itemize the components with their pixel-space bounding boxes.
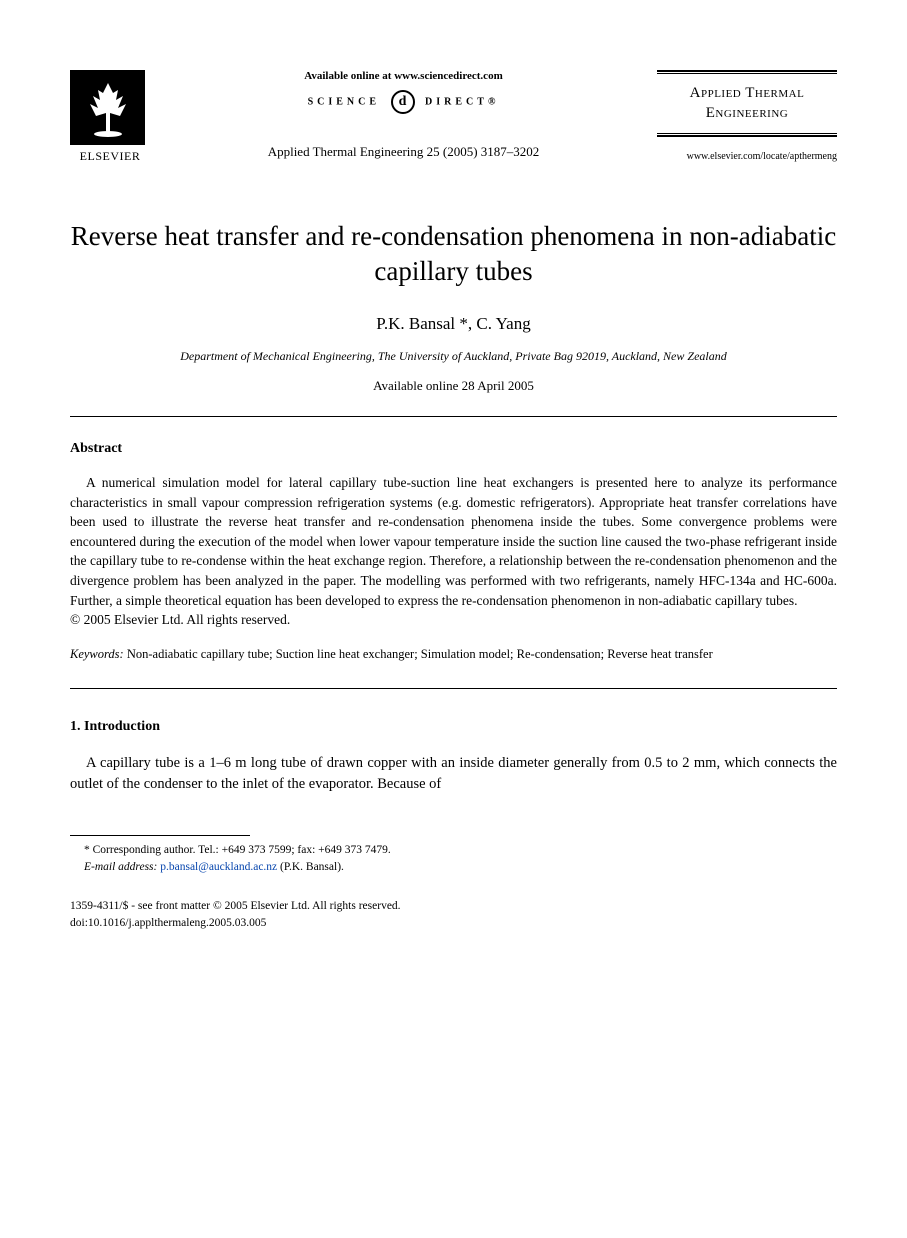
affiliation: Department of Mechanical Engineering, Th… xyxy=(70,349,837,364)
journal-name-l1: Applied Thermal xyxy=(690,85,805,101)
journal-name-l2: Engineering xyxy=(706,105,788,121)
journal-url: www.elsevier.com/locate/apthermeng xyxy=(657,151,837,162)
journal-name: Applied Thermal Engineering xyxy=(657,84,837,123)
rule-above-abstract xyxy=(70,416,837,417)
available-online-text: Available online at www.sciencedirect.co… xyxy=(170,70,637,82)
sd-at-icon: d xyxy=(391,90,415,114)
intro-p1: A capillary tube is a 1–6 m long tube of… xyxy=(70,753,837,795)
elsevier-logo: ELSEVIER xyxy=(70,70,150,164)
available-online-date: Available online 28 April 2005 xyxy=(70,378,837,394)
abstract-text: A numerical simulation model for lateral… xyxy=(70,473,837,610)
paper-title: Reverse heat transfer and re-condensatio… xyxy=(70,219,837,289)
footer-line1: 1359-4311/$ - see front matter © 2005 El… xyxy=(70,898,837,915)
email-author: (P.K. Bansal). xyxy=(280,861,344,873)
email-label: E-mail address: xyxy=(84,861,157,873)
footnote-corresponding: * Corresponding author. Tel.: +649 373 7… xyxy=(70,842,837,859)
footnote-separator xyxy=(70,835,250,836)
journal-box: Applied Thermal Engineering www.elsevier… xyxy=(657,70,837,162)
elsevier-name: ELSEVIER xyxy=(70,149,150,164)
keywords-text: Non-adiabatic capillary tube; Suction li… xyxy=(127,647,713,661)
header-row: ELSEVIER Available online at www.science… xyxy=(70,70,837,164)
rule-below-keywords xyxy=(70,688,837,689)
intro-heading: 1. Introduction xyxy=(70,719,837,735)
email-link[interactable]: p.bansal@auckland.ac.nz xyxy=(160,861,277,873)
elsevier-tree-icon xyxy=(70,70,145,145)
citation-line: Applied Thermal Engineering 25 (2005) 31… xyxy=(170,144,637,160)
abstract-heading: Abstract xyxy=(70,441,837,457)
journal-rule-top xyxy=(657,70,837,74)
journal-rule-bottom xyxy=(657,133,837,137)
authors-line: P.K. Bansal *, C. Yang xyxy=(70,314,837,334)
center-header: Available online at www.sciencedirect.co… xyxy=(150,70,657,160)
keywords-label: Keywords: xyxy=(70,647,124,661)
keywords: Keywords: Non-adiabatic capillary tube; … xyxy=(70,646,837,664)
footnote-email: E-mail address: p.bansal@auckland.ac.nz … xyxy=(70,859,837,876)
footer-doi: doi:10.1016/j.applthermaleng.2005.03.005 xyxy=(70,915,837,932)
abstract-copyright: © 2005 Elsevier Ltd. All rights reserved… xyxy=(70,612,837,628)
sd-left: SCIENCE xyxy=(308,96,380,107)
sd-right: DIRECT® xyxy=(425,96,499,107)
footer: 1359-4311/$ - see front matter © 2005 El… xyxy=(70,898,837,933)
sciencedirect-logo: SCIENCE d DIRECT® xyxy=(170,90,637,114)
